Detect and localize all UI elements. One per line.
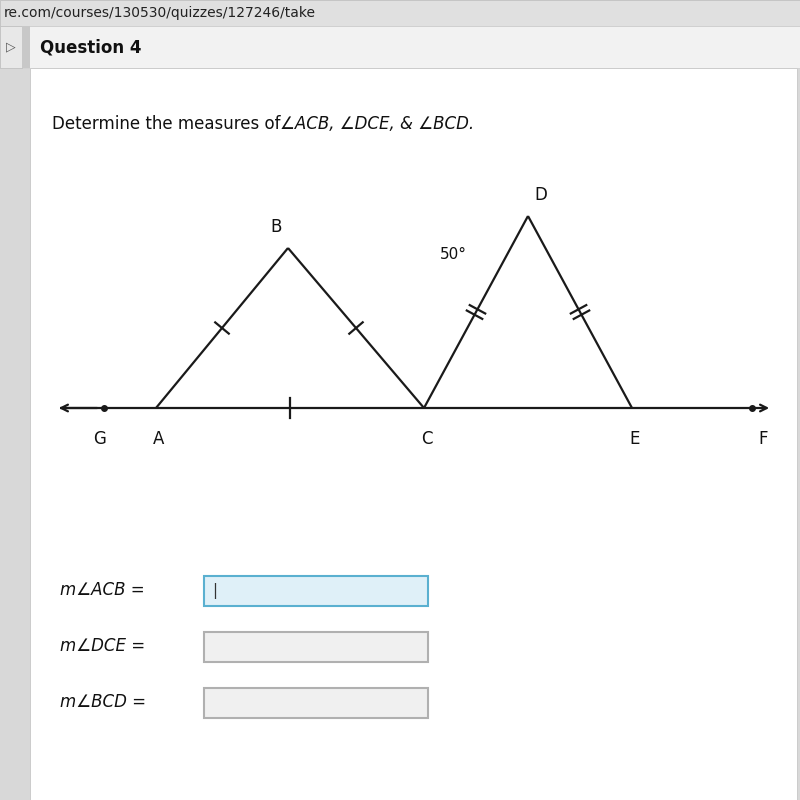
Text: A: A [153,430,164,448]
Text: ∠ACB, ∠DCE, & ∠BCD.: ∠ACB, ∠DCE, & ∠BCD. [280,115,474,133]
Text: B: B [270,218,282,236]
Text: Determine the measures of: Determine the measures of [52,115,286,133]
Text: C: C [421,430,432,448]
FancyBboxPatch shape [204,688,428,718]
Bar [0,26,800,68]
Text: m∠BCD =: m∠BCD = [60,693,146,710]
Text: re.com/courses/130530/quizzes/127246/take: re.com/courses/130530/quizzes/127246/tak… [4,6,316,20]
Text: |: | [212,583,217,599]
Text: m∠ACB =: m∠ACB = [60,581,145,598]
Bar [0,26,22,68]
FancyBboxPatch shape [204,576,428,606]
Text: 50°: 50° [440,247,467,262]
Text: E: E [630,430,639,448]
Text: G: G [94,430,106,448]
Text: D: D [534,186,547,204]
Text: ▷: ▷ [6,41,16,54]
Text: F: F [758,430,768,448]
Bar [22,26,30,68]
FancyBboxPatch shape [204,632,428,662]
Text: Question 4: Question 4 [40,38,142,56]
Text: m∠DCE =: m∠DCE = [60,637,145,654]
Bar [0,0,800,26]
